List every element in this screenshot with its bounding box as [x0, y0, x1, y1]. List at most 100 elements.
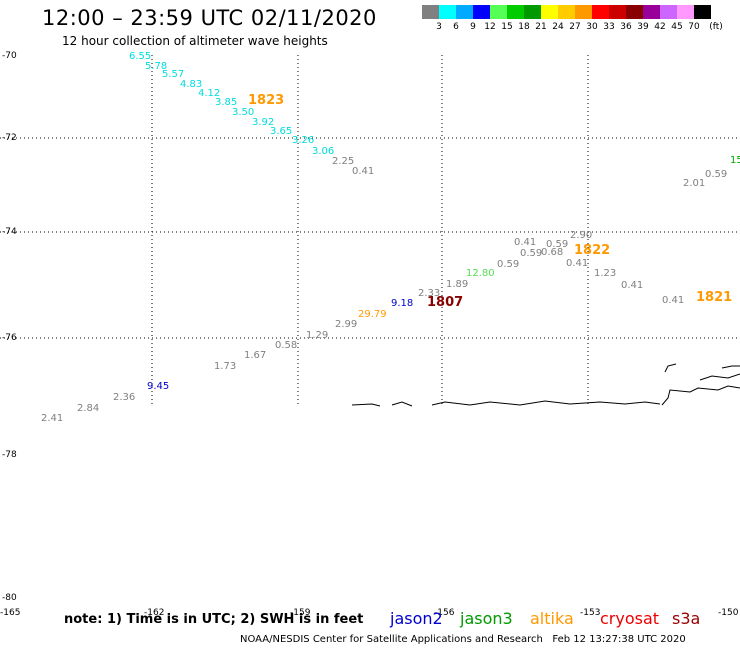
track-time-label: 1822: [574, 243, 611, 258]
color-scale-swatch: [660, 5, 677, 19]
swh-value: 3.65: [270, 126, 293, 137]
color-scale-swatch: [558, 5, 575, 19]
swh-value: 1.23: [594, 268, 617, 279]
swh-value: 5.78: [145, 61, 168, 72]
swh-value: 2.01: [683, 178, 706, 189]
lon-label: -153: [580, 608, 601, 618]
color-scale-tick: 3: [436, 22, 442, 32]
swh-value: 0.68: [541, 247, 564, 258]
lat-grid: [0, 137, 740, 339]
lon-label: -150: [718, 608, 739, 618]
color-scale-swatch: [575, 5, 592, 19]
swh-value: 2.84: [77, 403, 100, 414]
color-scale-swatch: [456, 5, 473, 19]
color-scale-tick: 9: [470, 22, 476, 32]
lon-label: -159: [290, 608, 311, 618]
swh-value: 4.12: [198, 88, 221, 99]
color-scale-tick: 6: [453, 22, 459, 32]
lat-label: -70: [2, 51, 17, 61]
map-subtitle: 12 hour collection of altimeter wave hei…: [62, 34, 328, 48]
swh-value: 0.59: [520, 248, 543, 259]
swh-value: 0.41: [514, 237, 537, 248]
swh-value: 3.26: [292, 135, 315, 146]
track-time-label: 1807: [427, 295, 464, 310]
swh-value: 0.41: [352, 166, 375, 177]
color-scale-swatch: [473, 5, 490, 19]
lat-label: -80: [2, 593, 17, 603]
swh-value: 6.55: [129, 51, 152, 62]
swh-value: 1.89: [446, 279, 469, 290]
color-scale-tick: 39: [637, 22, 649, 32]
color-scale-tick: 24: [552, 22, 564, 32]
legend-s3a: s3a: [672, 609, 701, 628]
swh-value: 15: [730, 155, 740, 166]
swh-value: 2.33: [418, 288, 441, 299]
swh-value: 29.79: [358, 309, 387, 320]
color-scale-swatch: [609, 5, 626, 19]
units-note: note: 1) Time is in UTC; 2) SWH is in fe…: [64, 612, 364, 627]
footer-credit: NOAA/NESDIS Center for Satellite Applica…: [240, 634, 686, 645]
color-scale-swatch: [643, 5, 660, 19]
swh-value: 3.92: [252, 117, 275, 128]
swh-value: 2.25: [332, 156, 355, 167]
color-scale-tick: 33: [603, 22, 615, 32]
lat-label: -78: [2, 450, 17, 460]
color-scale-swatch: [592, 5, 609, 19]
color-scale-swatch: [541, 5, 558, 19]
lat-label: -76: [2, 333, 17, 343]
swh-value: 0.41: [621, 280, 644, 291]
swh-value: 9.45: [147, 381, 170, 392]
swh-value: 3.50: [232, 107, 255, 118]
swh-value: 0.59: [497, 259, 520, 270]
swh-value: 0.58: [275, 340, 298, 351]
color-scale-tick: 42: [654, 22, 666, 32]
swh-value: 2.36: [113, 392, 136, 403]
color-scale-swatch: [422, 5, 439, 19]
swh-value: 3.85: [215, 97, 238, 108]
color-scale-tick: 45: [671, 22, 683, 32]
map-title: 12:00 – 23:59 UTC 02/11/2020: [42, 6, 377, 30]
legend-altika: altika: [530, 609, 574, 628]
legend-jason3: jason3: [460, 609, 513, 628]
swh-value: 12.80: [466, 268, 495, 279]
legend-cryosat: cryosat: [600, 609, 660, 628]
swh-value: 5.57: [162, 69, 185, 80]
color-scale-tick: 12: [484, 22, 496, 32]
color-scale-swatch: [439, 5, 456, 19]
legend-jason2: jason2: [390, 609, 443, 628]
swh-value: 0.59: [705, 169, 728, 180]
swh-value: 0.41: [662, 295, 685, 306]
footer-timestamp: Feb 12 13:27:38 UTC 2020: [552, 634, 686, 645]
lat-label: -74: [2, 227, 17, 237]
color-scale-tick: 21: [535, 22, 547, 32]
color-scale-swatch: [694, 5, 711, 19]
swh-value: 3.06: [312, 146, 335, 157]
color-scale-tick: 30: [586, 22, 598, 32]
swh-value: 1.73: [214, 361, 237, 372]
swh-value: 4.83: [180, 79, 203, 90]
color-scale-tick: 15: [501, 22, 513, 32]
color-scale-tick: 18: [518, 22, 530, 32]
color-scale-unit: (ft): [709, 22, 723, 32]
color-scale-swatch: [524, 5, 541, 19]
swh-value: 9.18: [391, 298, 414, 309]
swh-value: 2.90: [570, 230, 593, 241]
color-scale-bar: [422, 5, 711, 19]
swh-value: 2.41: [41, 413, 64, 424]
track-time-label: 1823: [248, 93, 285, 108]
color-scale-swatch: [677, 5, 694, 19]
color-scale-tick: 70: [688, 22, 700, 32]
lon-label: -156: [434, 608, 455, 618]
color-scale-swatch: [626, 5, 643, 19]
antarctic-coastline: [351, 363, 740, 407]
lon-label: -162: [144, 608, 165, 618]
color-scale-tick: 27: [569, 22, 581, 32]
footer-agency: NOAA/NESDIS Center for Satellite Applica…: [240, 634, 543, 645]
swh-value: 2.99: [335, 319, 358, 330]
lon-label: -165: [0, 608, 21, 618]
swh-value: 1.67: [244, 350, 267, 361]
color-scale-swatch: [507, 5, 524, 19]
lat-label: -72: [2, 133, 17, 143]
track-time-label: 1821: [696, 290, 733, 305]
